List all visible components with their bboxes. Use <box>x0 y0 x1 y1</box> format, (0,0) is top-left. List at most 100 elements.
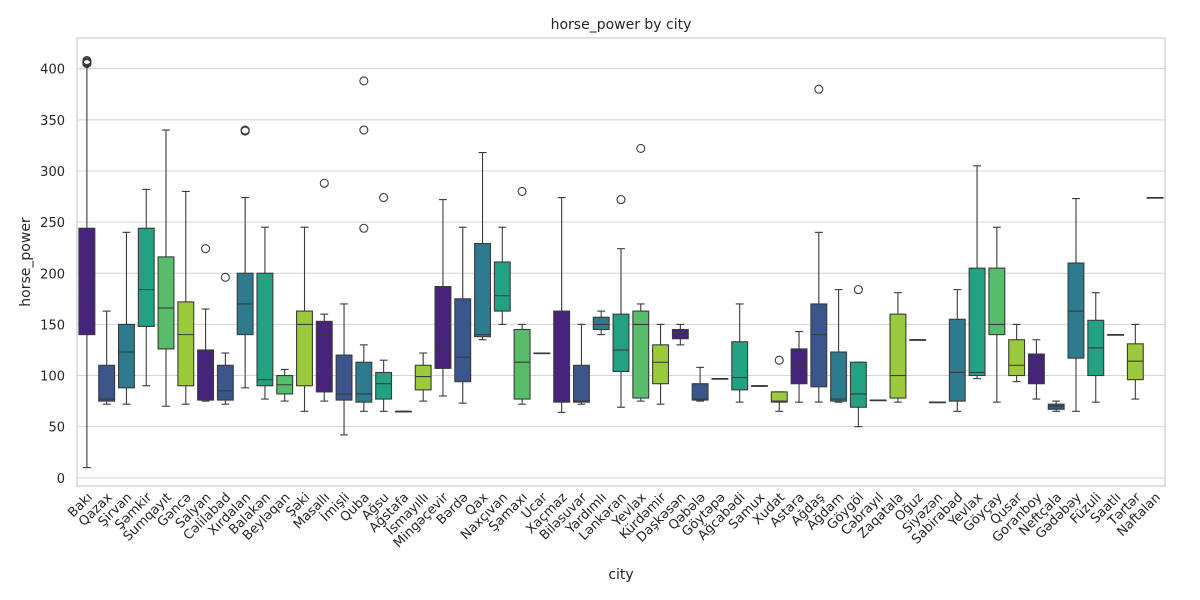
box-group <box>78 55 96 469</box>
box <box>157 256 175 350</box>
box-group <box>454 226 472 404</box>
box-group <box>1087 292 1105 403</box>
outlier-point <box>359 125 369 135</box>
box-group <box>1008 323 1026 383</box>
box-group <box>1107 334 1125 336</box>
box <box>78 227 96 336</box>
y-tick-labels: 0 50 100 150 200 250 300 350 400 <box>40 63 65 487</box>
box-group <box>909 339 927 341</box>
box <box>988 267 1006 336</box>
box-group <box>849 285 867 428</box>
box-group <box>513 186 531 405</box>
box-group <box>612 195 630 408</box>
outlier-point <box>319 178 329 188</box>
box-group <box>394 410 412 413</box>
box-group <box>751 385 768 387</box>
box-group <box>157 129 175 407</box>
box <box>572 364 590 403</box>
box <box>197 349 215 401</box>
outlier-point <box>220 272 230 282</box>
box-group <box>474 152 491 341</box>
box <box>137 227 155 327</box>
box-group <box>197 244 215 402</box>
plot-frame <box>76 37 1166 487</box>
outlier-point <box>82 55 92 66</box>
box-group <box>948 289 966 412</box>
box <box>612 313 630 372</box>
outlier-point <box>359 76 369 86</box>
box <box>1008 339 1026 377</box>
box-group <box>276 368 294 402</box>
box <box>592 316 610 331</box>
box-group <box>572 323 590 405</box>
outlier-point <box>201 244 211 254</box>
y-tick-label: 50 <box>48 421 65 436</box>
outlier-point <box>814 84 824 94</box>
box-group <box>1126 323 1144 400</box>
box <box>889 313 907 399</box>
y-axis-label: horse_power <box>18 217 34 307</box>
outlier-point <box>240 125 250 135</box>
box-group <box>177 190 195 405</box>
box-group <box>711 378 729 380</box>
box <box>553 310 571 403</box>
box-group <box>632 143 650 402</box>
box-group <box>434 199 452 397</box>
box-group <box>592 310 610 336</box>
box <box>1027 353 1045 385</box>
y-tick-label: 200 <box>40 267 65 282</box>
box-group <box>929 401 946 404</box>
box <box>968 267 986 377</box>
box <box>117 323 135 389</box>
box <box>830 351 848 402</box>
outlier-point <box>774 355 784 365</box>
box-group <box>770 355 788 412</box>
box-group <box>117 231 135 405</box>
box-group <box>810 84 828 403</box>
box <box>256 272 274 387</box>
box <box>632 310 650 399</box>
box <box>434 285 452 369</box>
box <box>849 361 867 408</box>
outlier-point <box>359 223 369 233</box>
chart-title: horse_power by city <box>551 17 692 33</box>
outlier-point <box>616 195 626 205</box>
box <box>414 364 432 391</box>
box <box>355 361 373 403</box>
box <box>671 328 689 340</box>
y-tick-label: 350 <box>40 114 65 129</box>
box-group <box>889 292 907 403</box>
box-group <box>533 352 551 355</box>
box-group <box>216 272 234 405</box>
box-group <box>236 125 254 389</box>
box <box>315 320 333 393</box>
outlier-point <box>853 285 863 295</box>
box-group <box>375 193 393 412</box>
box-group <box>296 226 313 412</box>
box <box>177 301 195 387</box>
box-group <box>790 331 808 403</box>
box-group <box>1047 400 1065 412</box>
x-axis-label: city <box>608 567 633 583</box>
box <box>493 261 511 312</box>
box <box>296 310 313 387</box>
box-group <box>256 226 274 400</box>
box-group <box>1067 198 1085 412</box>
box-group <box>553 197 571 413</box>
box-group <box>98 310 116 405</box>
y-tick-label: 0 <box>57 472 65 487</box>
box <box>216 364 234 401</box>
box-group <box>414 352 432 402</box>
box <box>98 364 116 402</box>
box <box>652 344 670 385</box>
outlier-point <box>379 193 389 203</box>
box-group <box>335 303 353 436</box>
boxes <box>78 55 1164 469</box>
box-group <box>355 76 373 412</box>
box-group <box>671 323 689 346</box>
outlier-point <box>636 143 646 154</box>
box <box>454 298 472 383</box>
box-group <box>988 226 1006 403</box>
x-tick-labels: BakıQazaxŞirvanŞəmkirSumqayıtGəncəSalyan… <box>65 490 1164 552</box>
